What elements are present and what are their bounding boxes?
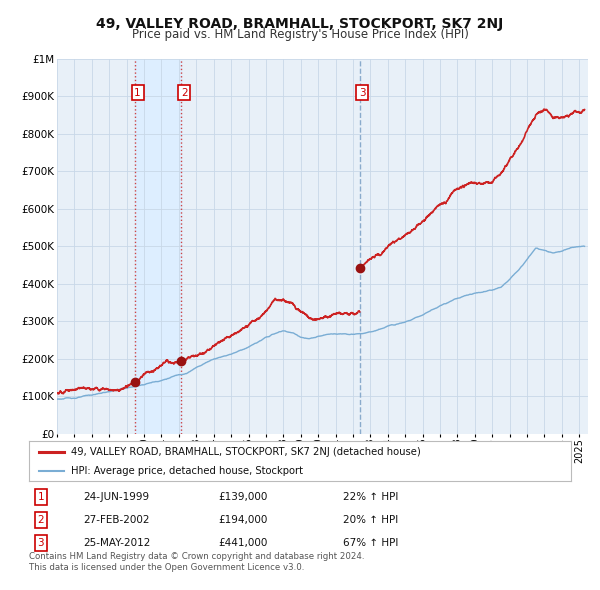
Text: 67% ↑ HPI: 67% ↑ HPI bbox=[343, 538, 399, 548]
Text: 2: 2 bbox=[37, 515, 44, 525]
Text: 1: 1 bbox=[134, 88, 141, 98]
Text: 3: 3 bbox=[37, 538, 44, 548]
Text: £441,000: £441,000 bbox=[218, 538, 268, 548]
Text: Price paid vs. HM Land Registry's House Price Index (HPI): Price paid vs. HM Land Registry's House … bbox=[131, 28, 469, 41]
Text: £194,000: £194,000 bbox=[218, 515, 268, 525]
Text: 20% ↑ HPI: 20% ↑ HPI bbox=[343, 515, 398, 525]
Text: 22% ↑ HPI: 22% ↑ HPI bbox=[343, 492, 399, 502]
Text: 24-JUN-1999: 24-JUN-1999 bbox=[83, 492, 149, 502]
Text: HPI: Average price, detached house, Stockport: HPI: Average price, detached house, Stoc… bbox=[71, 466, 303, 476]
Text: 3: 3 bbox=[359, 88, 365, 98]
Text: This data is licensed under the Open Government Licence v3.0.: This data is licensed under the Open Gov… bbox=[29, 563, 304, 572]
Text: £139,000: £139,000 bbox=[218, 492, 268, 502]
Bar bbox=[135, 59, 181, 434]
Text: 27-FEB-2002: 27-FEB-2002 bbox=[83, 515, 149, 525]
Text: Contains HM Land Registry data © Crown copyright and database right 2024.: Contains HM Land Registry data © Crown c… bbox=[29, 552, 364, 560]
Text: 49, VALLEY ROAD, BRAMHALL, STOCKPORT, SK7 2NJ: 49, VALLEY ROAD, BRAMHALL, STOCKPORT, SK… bbox=[97, 17, 503, 31]
Text: 2: 2 bbox=[181, 88, 187, 98]
Text: 1: 1 bbox=[37, 492, 44, 502]
Text: 25-MAY-2012: 25-MAY-2012 bbox=[83, 538, 151, 548]
Text: 49, VALLEY ROAD, BRAMHALL, STOCKPORT, SK7 2NJ (detached house): 49, VALLEY ROAD, BRAMHALL, STOCKPORT, SK… bbox=[71, 447, 421, 457]
